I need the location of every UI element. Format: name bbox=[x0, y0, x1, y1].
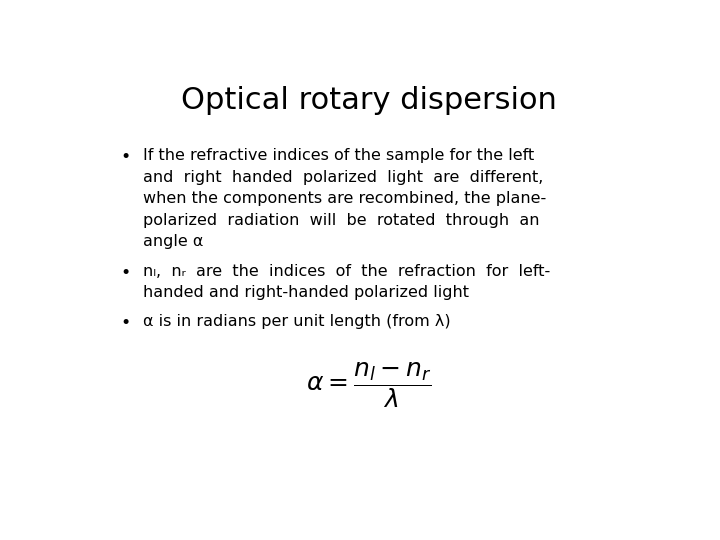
Text: angle α: angle α bbox=[143, 234, 203, 249]
Text: •: • bbox=[121, 314, 131, 332]
Text: and  right  handed  polarized  light  are  different,: and right handed polarized light are dif… bbox=[143, 170, 544, 185]
Text: If the refractive indices of the sample for the left: If the refractive indices of the sample … bbox=[143, 148, 534, 163]
Text: polarized  radiation  will  be  rotated  through  an: polarized radiation will be rotated thro… bbox=[143, 213, 539, 228]
Text: •: • bbox=[121, 148, 131, 166]
Text: $\alpha = \dfrac{n_l - n_r}{\lambda}$: $\alpha = \dfrac{n_l - n_r}{\lambda}$ bbox=[307, 361, 431, 410]
Text: α is in radians per unit length (from λ): α is in radians per unit length (from λ) bbox=[143, 314, 451, 329]
Text: Optical rotary dispersion: Optical rotary dispersion bbox=[181, 85, 557, 114]
Text: nₗ,  nᵣ  are  the  indices  of  the  refraction  for  left-: nₗ, nᵣ are the indices of the refraction… bbox=[143, 264, 550, 279]
Text: when the components are recombined, the plane-: when the components are recombined, the … bbox=[143, 191, 546, 206]
Text: •: • bbox=[121, 264, 131, 281]
Text: handed and right-handed polarized light: handed and right-handed polarized light bbox=[143, 285, 469, 300]
